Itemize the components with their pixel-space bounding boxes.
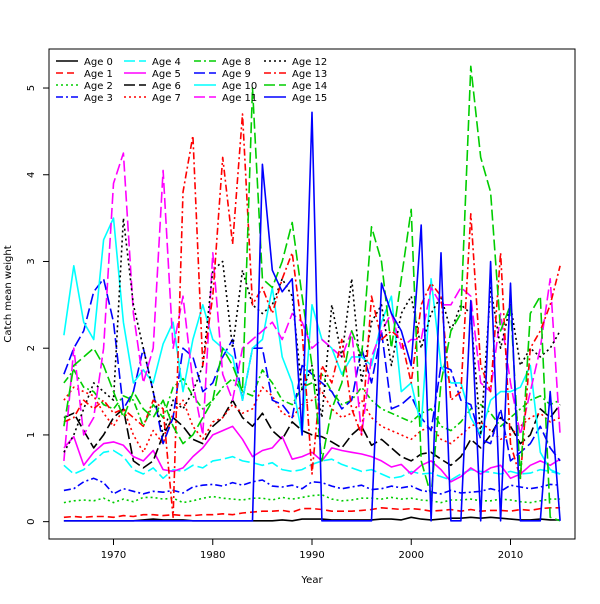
legend-label: Age 11 — [222, 93, 257, 104]
legend-label: Age 6 — [152, 81, 181, 92]
series-line-age-7 — [63, 386, 561, 454]
legend-item: Age 14 — [264, 81, 327, 92]
y-axis-label: Catch mean weight — [3, 245, 14, 342]
legend-label: Age 3 — [84, 93, 113, 104]
x-tick-label: 2000 — [399, 550, 424, 561]
x-tick-label: 1980 — [200, 550, 225, 561]
y-tick-label: 0 — [26, 518, 37, 524]
legend-label: Age 7 — [152, 93, 181, 104]
legend-label: Age 2 — [84, 81, 113, 92]
series-line-age-5 — [63, 425, 561, 483]
x-tick-label: 1970 — [101, 550, 126, 561]
legend-item: Age 5 — [124, 69, 181, 80]
legend-item: Age 2 — [56, 81, 113, 92]
x-axis: 1970 1980 1990 2000 2010 — [101, 539, 523, 561]
series-line-age-0 — [63, 516, 561, 522]
series-line-age-14 — [63, 65, 561, 522]
legend-item: Age 9 — [194, 69, 251, 80]
series-line-age-2 — [63, 493, 561, 504]
legend-item: Age 10 — [194, 81, 257, 92]
y-tick-label: 1 — [26, 432, 37, 438]
series-line-age-12 — [63, 217, 561, 453]
series-lines — [63, 65, 561, 522]
legend-item: Age 15 — [264, 93, 327, 104]
y-tick-label: 2 — [26, 345, 37, 351]
legend-label: Age 12 — [292, 57, 327, 68]
legend-item: Age 13 — [264, 69, 327, 80]
legend-label: Age 5 — [152, 69, 181, 80]
y-tick-label: 4 — [26, 172, 37, 178]
x-axis-label: Year — [300, 575, 323, 586]
legend-item: Age 0 — [56, 57, 113, 68]
series-line-age-11 — [63, 152, 561, 461]
series-line-age-1 — [63, 506, 561, 519]
legend-item: Age 8 — [194, 57, 251, 68]
legend-item: Age 1 — [56, 69, 113, 80]
series-line-age-3 — [63, 477, 561, 495]
legend-item: Age 11 — [194, 93, 257, 104]
legend-label: Age 8 — [222, 57, 251, 68]
legend-item: Age 3 — [56, 93, 113, 104]
y-tick-label: 5 — [26, 85, 37, 91]
legend-label: Age 13 — [292, 69, 327, 80]
legend-label: Age 10 — [222, 81, 257, 92]
series-line-age-8 — [63, 369, 561, 432]
legend-label: Age 0 — [84, 57, 113, 68]
legend-item: Age 7 — [124, 93, 181, 104]
legend-label: Age 1 — [84, 69, 113, 80]
legend-item: Age 12 — [264, 57, 327, 68]
series-line-age-15 — [63, 111, 561, 522]
series-line-age-13 — [63, 113, 561, 519]
legend-item: Age 4 — [124, 57, 181, 68]
legend-label: Age 14 — [292, 81, 327, 92]
y-tick-label: 3 — [26, 258, 37, 264]
y-axis: 0 1 2 3 4 5 — [26, 85, 49, 525]
x-tick-label: 2010 — [498, 550, 523, 561]
x-tick-label: 1990 — [299, 550, 324, 561]
legend-label: Age 4 — [152, 57, 181, 68]
legend-item: Age 6 — [124, 81, 181, 92]
legend-label: Age 15 — [292, 93, 327, 104]
legend-label: Age 9 — [222, 69, 251, 80]
